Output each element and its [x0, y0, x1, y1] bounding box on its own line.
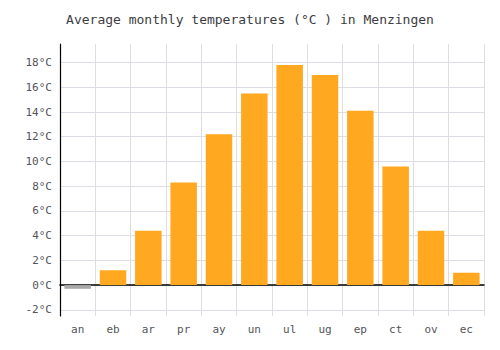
svg-text:pr: pr: [177, 323, 191, 336]
svg-text:14°C: 14°C: [26, 106, 53, 119]
svg-text:un: un: [248, 323, 261, 336]
svg-text:-2°C: -2°C: [26, 303, 53, 316]
svg-text:ec: ec: [460, 323, 473, 336]
svg-text:ay: ay: [212, 323, 226, 336]
svg-text:10°C: 10°C: [26, 155, 53, 168]
svg-text:eb: eb: [106, 323, 119, 336]
svg-text:ug: ug: [318, 323, 331, 336]
svg-text:2°C: 2°C: [32, 254, 52, 267]
svg-text:an: an: [71, 323, 84, 336]
svg-text:16°C: 16°C: [26, 81, 53, 94]
svg-text:ar: ar: [142, 323, 156, 336]
svg-text:18°C: 18°C: [26, 56, 53, 69]
svg-text:ep: ep: [354, 323, 367, 336]
svg-text:ov: ov: [424, 323, 438, 336]
svg-text:8°C: 8°C: [32, 180, 52, 193]
svg-text:12°C: 12°C: [26, 130, 53, 143]
svg-text:Average monthly temperatures (: Average monthly temperatures (°C ) in Me…: [66, 12, 434, 27]
svg-text:4°C: 4°C: [32, 229, 52, 242]
svg-text:ct: ct: [389, 323, 402, 336]
svg-text:0°C: 0°C: [32, 279, 52, 292]
svg-text:ul: ul: [283, 323, 296, 336]
svg-text:6°C: 6°C: [32, 204, 52, 217]
